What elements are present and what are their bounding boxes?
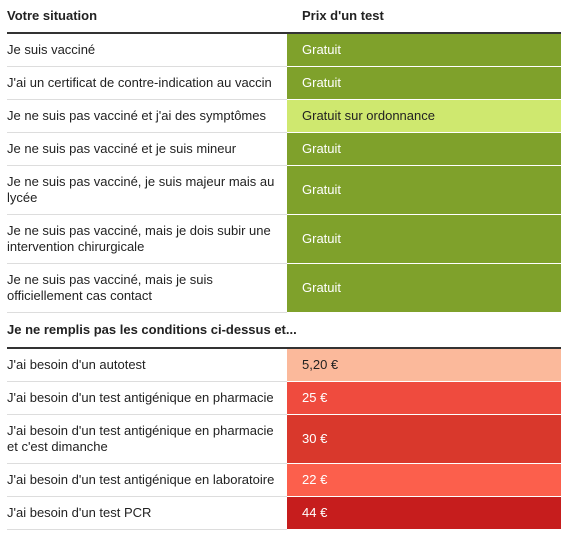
section-heading: Je ne remplis pas les conditions ci-dess… [7, 312, 561, 349]
table-body: Je suis vacciné Gratuit J'ai un certificat… [7, 33, 561, 530]
situation-cell: Je ne suis pas vacciné et je suis mineur [7, 132, 287, 166]
situation-cell: Je suis vacciné [7, 33, 287, 67]
table-row: Je ne suis pas vacciné, mais je suis off… [7, 263, 561, 313]
table-row: Je ne suis pas vacciné et je suis mineur… [7, 132, 561, 166]
table-row: Je ne suis pas vacciné et j'ai des sympt… [7, 99, 561, 133]
header-price: Prix d'un test [287, 0, 561, 34]
table-row: J'ai besoin d'un autotest 5,20 € [7, 348, 561, 382]
price-cell: Gratuit [287, 132, 561, 166]
price-cell: 22 € [287, 463, 561, 497]
table-row: Je ne suis pas vacciné, mais je dois sub… [7, 214, 561, 264]
price-cell: Gratuit [287, 33, 561, 67]
situation-cell: J'ai besoin d'un test antigénique en lab… [7, 463, 287, 497]
table-row: J'ai besoin d'un test antigénique en lab… [7, 463, 561, 497]
table-row: J'ai un certificat de contre-indication … [7, 66, 561, 100]
table-row: Je suis vacciné Gratuit [7, 33, 561, 67]
price-cell: Gratuit [287, 263, 561, 313]
situation-cell: J'ai besoin d'un test antigénique en pha… [7, 381, 287, 415]
situation-cell: J'ai besoin d'un test PCR [7, 496, 287, 530]
situation-cell: Je ne suis pas vacciné et j'ai des sympt… [7, 99, 287, 133]
price-table: Votre situation Prix d'un test Je suis v… [7, 0, 561, 530]
price-cell: 44 € [287, 496, 561, 530]
table-row: J'ai besoin d'un test antigénique en pha… [7, 381, 561, 415]
price-cell: Gratuit [287, 66, 561, 100]
situation-cell: Je ne suis pas vacciné, je suis majeur m… [7, 165, 287, 215]
header-situation: Votre situation [7, 0, 287, 34]
table-row: J'ai besoin d'un test PCR 44 € [7, 496, 561, 530]
situation-cell: J'ai besoin d'un autotest [7, 348, 287, 382]
situation-cell: J'ai besoin d'un test antigénique en pha… [7, 414, 287, 464]
price-cell: Gratuit [287, 165, 561, 215]
price-cell: 5,20 € [287, 348, 561, 382]
price-cell: 30 € [287, 414, 561, 464]
situation-cell: Je ne suis pas vacciné, mais je suis off… [7, 263, 287, 313]
header-row: Votre situation Prix d'un test [7, 0, 561, 34]
price-cell: Gratuit [287, 214, 561, 264]
price-cell: Gratuit sur ordonnance [287, 99, 561, 133]
table-header: Votre situation Prix d'un test [7, 0, 561, 34]
table-row: J'ai besoin d'un test antigénique en pha… [7, 414, 561, 464]
situation-cell: J'ai un certificat de contre-indication … [7, 66, 287, 100]
table-row: Je ne suis pas vacciné, je suis majeur m… [7, 165, 561, 215]
price-cell: 25 € [287, 381, 561, 415]
situation-cell: Je ne suis pas vacciné, mais je dois sub… [7, 214, 287, 264]
section-row: Je ne remplis pas les conditions ci-dess… [7, 312, 561, 349]
